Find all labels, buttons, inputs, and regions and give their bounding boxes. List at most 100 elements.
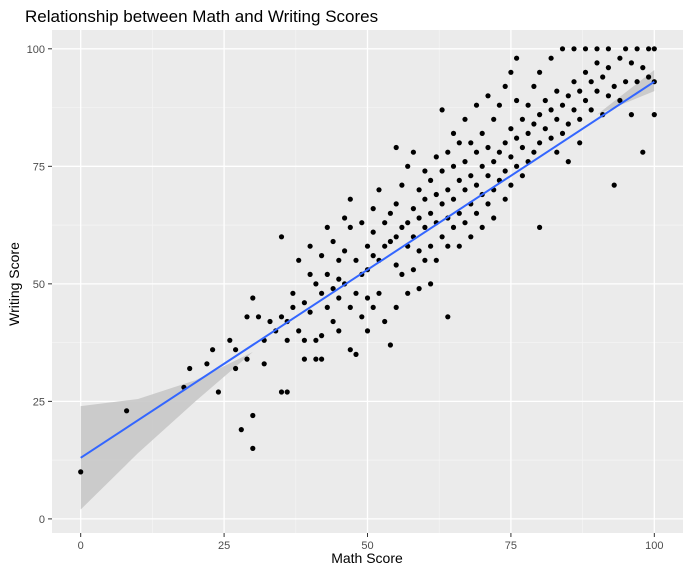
data-point [473,210,480,216]
data-point [605,46,612,52]
data-point [410,149,416,155]
data-point [433,257,439,263]
data-point [250,445,256,451]
data-point [554,116,560,122]
y-axis-title: Writing Score [6,242,22,326]
data-point [594,60,600,66]
data-point [577,140,583,146]
data-point [559,130,566,136]
data-point [330,286,336,292]
data-point [508,154,514,160]
data-point [548,135,554,141]
data-point [571,79,577,85]
data-point [548,107,554,113]
data-point [502,196,508,202]
data-point [628,60,635,66]
data-point [588,107,594,113]
data-point [387,210,393,216]
data-point [244,356,250,362]
data-point [473,182,480,188]
data-point [496,149,502,155]
data-point [215,389,221,395]
data-point [313,356,319,362]
data-point [393,144,399,151]
data-point [594,46,600,52]
data-point [502,140,508,146]
data-point [548,55,554,61]
data-point [359,314,365,320]
data-point [519,173,526,179]
data-point [330,238,336,245]
data-point [542,126,548,132]
data-point [238,427,244,433]
data-point [405,220,411,226]
data-point [187,365,193,372]
data-point [519,116,526,122]
data-point [531,121,537,127]
data-point [233,365,239,372]
data-point [244,314,250,320]
data-point [634,46,640,52]
data-point [399,224,405,230]
data-point [559,102,566,108]
data-point [301,300,307,306]
data-point [422,224,428,230]
data-point [605,93,612,99]
data-point [582,97,589,104]
data-point [278,314,285,320]
chart-title: Relationship between Math and Writing Sc… [25,7,378,26]
y-tick-label: 50 [33,279,45,291]
data-point [531,83,537,89]
data-point [456,140,462,146]
data-point [347,224,353,230]
data-point [227,337,233,343]
data-point [439,168,445,174]
y-tick-label: 25 [33,396,45,408]
data-point [313,281,319,287]
data-point [439,201,445,207]
data-point [456,177,462,183]
data-point [278,234,285,240]
data-point [433,154,439,160]
data-point [124,408,130,414]
data-point [428,243,434,249]
data-point [623,79,629,85]
data-point [646,46,652,52]
data-point [565,121,571,127]
data-point [324,271,330,277]
data-point [204,361,210,367]
data-point [646,74,652,80]
data-point [416,187,422,193]
data-point [307,271,313,277]
data-point [296,257,302,263]
fit-line-layer [80,80,655,459]
data-point [537,140,543,146]
data-point [537,69,543,75]
x-axis-ticks: 0 25 50 75 100 [78,533,663,552]
data-point [485,93,491,99]
data-point [496,102,502,108]
data-point [382,318,388,325]
data-point [250,295,256,301]
data-point [250,412,256,419]
data-point [445,149,451,155]
x-tick-label: 0 [78,540,84,552]
data-point [336,295,342,301]
data-point [600,74,606,80]
data-point [508,69,514,75]
data-point [416,286,422,292]
scatter-points [78,46,657,475]
data-point [588,79,594,85]
data-point [405,163,411,169]
data-point [422,168,428,174]
data-point [617,97,623,104]
y-tick-label: 0 [39,514,45,526]
data-point [462,220,468,226]
data-point [387,342,393,348]
data-point [336,276,342,282]
data-point [565,159,571,165]
data-point [307,243,313,249]
data-point [479,163,485,169]
data-point [324,224,330,230]
data-point [422,257,428,263]
